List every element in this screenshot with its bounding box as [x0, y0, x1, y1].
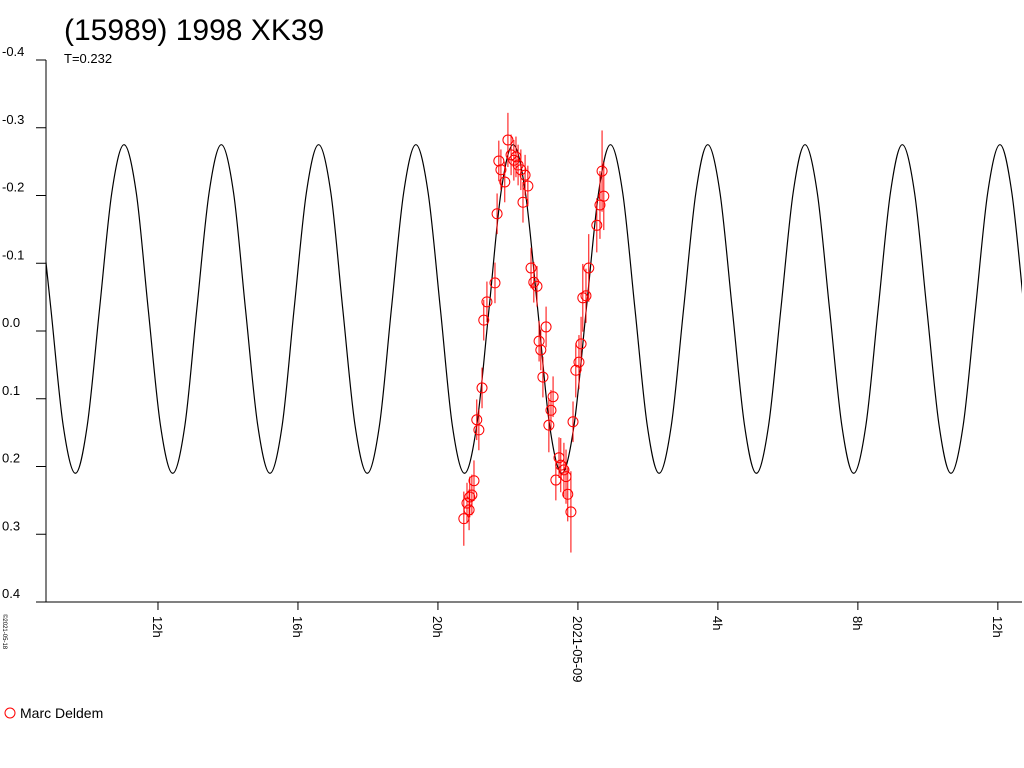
y-tick-label: 0.3	[2, 518, 20, 533]
data-point	[580, 290, 592, 302]
y-tick-label: 0.4	[2, 586, 20, 601]
data-point	[547, 391, 559, 403]
data-point	[519, 169, 531, 181]
data-point	[478, 314, 490, 326]
data-point	[522, 180, 534, 192]
data-point	[565, 506, 577, 518]
y-tick-label: 0.0	[2, 315, 20, 330]
data-point	[533, 335, 545, 347]
data-point	[464, 491, 476, 503]
data-point	[473, 424, 485, 436]
data-point	[545, 404, 557, 416]
data-point	[537, 371, 549, 383]
data-point	[481, 296, 493, 308]
x-tick-label: 8h	[850, 616, 865, 630]
data-point	[540, 321, 552, 333]
data-point	[476, 382, 488, 394]
data-point	[468, 475, 480, 487]
data-point	[562, 488, 574, 500]
copyright-note: ©2021-05-18	[1, 614, 8, 650]
legend-marker	[4, 707, 16, 719]
data-point	[575, 338, 587, 350]
y-tick-label: -0.2	[2, 180, 24, 195]
y-tick-label: -0.4	[2, 44, 24, 59]
y-tick-label: 0.2	[2, 451, 20, 466]
chart-subtitle: T=0.232	[64, 51, 112, 66]
data-point	[471, 414, 483, 426]
data-point	[596, 165, 608, 177]
data-point	[495, 164, 507, 176]
data-point	[493, 155, 505, 167]
model-curve	[46, 144, 1022, 474]
y-tick-label: -0.1	[2, 247, 24, 262]
data-point	[528, 276, 540, 288]
data-point	[535, 344, 547, 356]
data-point	[502, 134, 514, 146]
data-point	[466, 489, 478, 501]
data-point	[591, 219, 603, 231]
data-point	[525, 262, 537, 274]
data-point	[489, 277, 501, 289]
chart-title: (15989) 1998 XK39	[64, 14, 324, 47]
data-point	[499, 176, 511, 188]
x-tick-label: 20h	[430, 616, 445, 638]
data-point	[491, 208, 503, 220]
data-point	[598, 190, 610, 202]
x-tick-label: 4h	[710, 616, 725, 630]
data-point	[567, 416, 579, 428]
x-tick-label: 2021-05-09	[570, 616, 585, 683]
y-tick-label: 0.1	[2, 383, 20, 398]
data-point	[531, 280, 543, 292]
x-tick-label: 12h	[990, 616, 1005, 638]
x-tick-label: 12h	[150, 616, 165, 638]
x-tick-label: 16h	[290, 616, 305, 638]
legend-label: Marc Deldem	[20, 705, 103, 721]
data-point	[583, 262, 595, 274]
y-tick-label: -0.3	[2, 112, 24, 127]
data-point	[543, 419, 555, 431]
data-point	[558, 464, 570, 476]
data-point	[573, 356, 585, 368]
data-point	[577, 292, 589, 304]
plot-area	[46, 112, 1022, 553]
data-point	[463, 504, 475, 516]
